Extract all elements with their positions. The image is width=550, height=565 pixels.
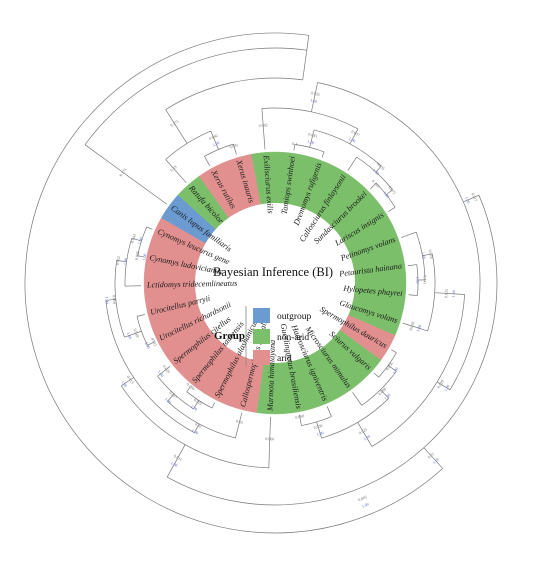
legend-items: outgroup non-arid arid bbox=[253, 308, 312, 365]
support-pp: 0.056 bbox=[385, 361, 394, 371]
support-pp: 0.1 bbox=[292, 141, 298, 147]
support-pp: 0.045 bbox=[308, 132, 318, 139]
support-ml: 1.00 bbox=[157, 369, 165, 378]
support-pp: 0.025 bbox=[443, 289, 449, 298]
support-ml: 1.00 bbox=[137, 237, 144, 245]
taxon-label: Marmota himalayana bbox=[266, 340, 277, 412]
taxon-label: Exilisciurus exilis bbox=[261, 154, 274, 214]
support-pp: 0.011 bbox=[173, 453, 183, 462]
support-pp: 0.060 bbox=[295, 413, 305, 420]
support-pp: 0.043 bbox=[129, 233, 136, 243]
support-ml: 1.00 bbox=[104, 296, 110, 303]
support-pp: 0.02 bbox=[194, 421, 203, 429]
support-pp: 0.052 bbox=[115, 256, 121, 266]
support-ml: 1.00 bbox=[316, 430, 324, 437]
group-sectors bbox=[143, 151, 407, 415]
support-pp: 0.091 bbox=[229, 142, 239, 149]
legend-swatch-arid bbox=[253, 350, 270, 365]
branch-lines bbox=[24, 32, 498, 534]
legend-swatch-non-arid bbox=[253, 329, 270, 344]
support-pp: 0.011 bbox=[150, 337, 158, 347]
legend-label-arid: arid bbox=[277, 354, 292, 364]
support-ml: 1.00 bbox=[361, 501, 369, 508]
support-ml: 1.00 bbox=[382, 190, 390, 199]
support-pp: 0.026 bbox=[134, 251, 141, 261]
support-pp: 0.018 bbox=[133, 328, 141, 338]
support-pp: 0.014 bbox=[112, 295, 118, 304]
legend-label-non-arid: non-arid bbox=[277, 333, 309, 343]
support-ml: 1.00 bbox=[310, 98, 318, 104]
support-pp: 0.013 bbox=[126, 374, 135, 384]
legend-swatch-outgroup bbox=[253, 308, 270, 323]
support-pp: 0.017 bbox=[470, 192, 478, 202]
support-pp: 0.037 bbox=[351, 129, 361, 138]
support-pp: 0.060 bbox=[208, 133, 218, 141]
support-pp: 0.005 bbox=[357, 494, 367, 502]
support-pp: 0.030 bbox=[313, 423, 323, 430]
support-ml: 1.00 bbox=[191, 428, 200, 436]
support-pp: 0.029 bbox=[436, 379, 445, 389]
support-values: 0.10.3120.0721.000.0451.000.0351.000.092… bbox=[104, 90, 478, 509]
support-pp: 0.01 bbox=[427, 451, 436, 459]
support-pp: 0.066 bbox=[186, 382, 196, 392]
legend-label-outgroup: outgroup bbox=[277, 312, 312, 322]
support-pp: 0.025 bbox=[358, 427, 368, 436]
support-ml: 1.00 bbox=[307, 139, 315, 146]
support-pp: 0.19 bbox=[169, 164, 178, 172]
support-ml: 1.00 bbox=[383, 392, 391, 400]
inner-hole bbox=[195, 203, 355, 363]
support-pp: 0.035 bbox=[376, 161, 386, 171]
support-ml: 1.00 bbox=[464, 196, 471, 204]
support-ml: 1.00 bbox=[120, 379, 128, 388]
support-pp: 0.05 bbox=[236, 419, 244, 426]
support-ml: 1.00 bbox=[451, 290, 456, 297]
legend: Group outgroup non-arid arid bbox=[214, 306, 312, 366]
taxon-label: Lctidomys tridecemlineatus bbox=[146, 279, 237, 290]
support-pp: 0.098 bbox=[377, 386, 387, 396]
support-ml: 1.00 bbox=[421, 252, 427, 260]
support-ml: 1.00 bbox=[170, 460, 179, 468]
support-pp: 0.175 bbox=[118, 167, 127, 177]
support-ml: 1.00 bbox=[212, 140, 220, 147]
support-ml: 1.00 bbox=[431, 457, 440, 465]
tree-branches bbox=[24, 32, 498, 534]
support-ml: 1.00 bbox=[190, 404, 199, 412]
support-pp: 0.092 bbox=[258, 122, 267, 128]
support-ml: 1.00 bbox=[443, 384, 451, 393]
support-pp: 0.020 bbox=[162, 364, 172, 374]
support-ml: 1.00 bbox=[391, 366, 399, 375]
support-ml: 1.00 bbox=[126, 331, 133, 339]
support-ml: 1.00 bbox=[144, 341, 152, 349]
support-ml: 1.00 bbox=[348, 136, 357, 144]
support-ml: 1.00 bbox=[164, 396, 173, 404]
support-ml: 1.00 bbox=[415, 324, 422, 332]
support-pp: 0.018 bbox=[428, 249, 435, 259]
support-pp: 0.033 bbox=[310, 90, 320, 97]
support-pp: 0.141 bbox=[423, 275, 428, 284]
support-pp: 0.312 bbox=[371, 178, 381, 188]
legend-title: Group bbox=[214, 330, 245, 342]
support-pp: 0.060 bbox=[265, 436, 274, 441]
support-pp: 0.072 bbox=[388, 185, 398, 195]
support-ml: 1.00 bbox=[415, 276, 420, 283]
support-ml: 1.00 bbox=[141, 253, 147, 261]
support-pp: 0.175 bbox=[169, 119, 179, 128]
support-pp: 0.022 bbox=[193, 397, 203, 406]
support-ml: 1.00 bbox=[122, 258, 128, 266]
support-ml: 1.00 bbox=[362, 434, 371, 442]
support-pp: 0.026 bbox=[408, 321, 415, 331]
support-ml: 1.00 bbox=[372, 168, 381, 176]
figure-title: Bayesian Inference (BI) bbox=[213, 265, 333, 279]
support-pp: 0.017 bbox=[168, 390, 178, 400]
